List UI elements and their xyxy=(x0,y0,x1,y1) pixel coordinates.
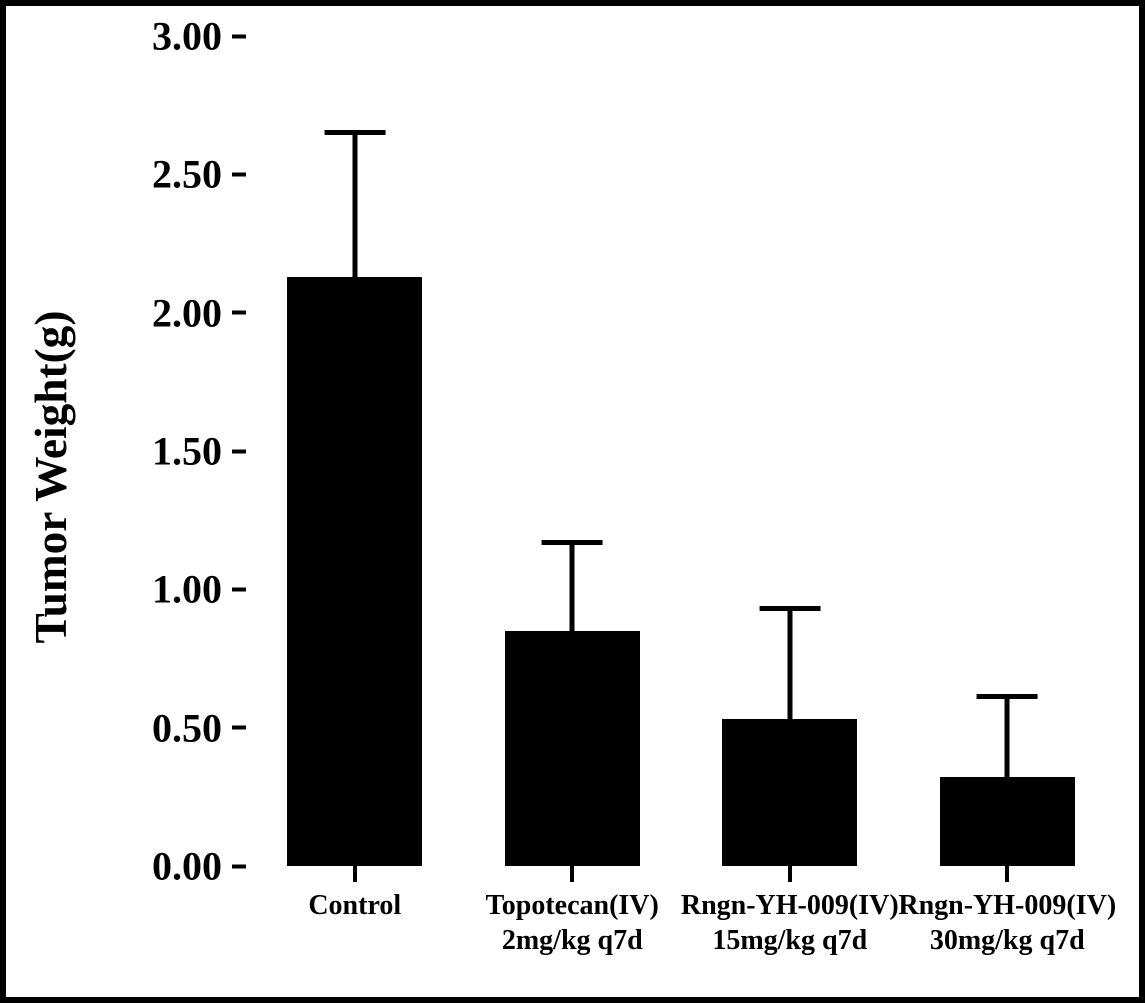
y-tick-mark xyxy=(232,587,246,591)
bar-topotecan xyxy=(505,631,640,866)
x-tick-mark xyxy=(353,866,357,882)
bars-layer xyxy=(246,36,1116,866)
y-tick-mark xyxy=(232,34,246,38)
y-tick-mark xyxy=(232,726,246,730)
x-tick-mark xyxy=(788,866,792,882)
x-label-topotecan: Topotecan(IV)2mg/kg q7d xyxy=(486,888,659,958)
x-label-line: Rngn-YH-009(IV) xyxy=(898,888,1116,923)
y-tick: 1.00 xyxy=(152,566,246,613)
y-tick-label: 0.50 xyxy=(152,704,222,751)
error-stem xyxy=(1005,694,1010,777)
error-stem xyxy=(352,130,357,277)
x-tick-mark xyxy=(570,866,574,882)
error-stem xyxy=(570,540,575,631)
x-label-line: 30mg/kg q7d xyxy=(898,923,1116,958)
error-cap xyxy=(759,606,820,611)
x-label-rngn-15: Rngn-YH-009(IV)15mg/kg q7d xyxy=(681,888,899,958)
error-cap xyxy=(977,694,1038,699)
bar-rngn-15 xyxy=(722,719,857,866)
x-label-line: 15mg/kg q7d xyxy=(681,923,899,958)
y-tick-label: 1.50 xyxy=(152,428,222,475)
y-tick-mark xyxy=(232,449,246,453)
x-label-rngn-30: Rngn-YH-009(IV)30mg/kg q7d xyxy=(898,888,1116,958)
x-label-line: Control xyxy=(308,888,401,923)
y-tick-mark xyxy=(232,864,246,868)
x-label-line: Topotecan(IV) xyxy=(486,888,659,923)
y-tick-label: 0.00 xyxy=(152,843,222,890)
y-tick: 2.00 xyxy=(152,289,246,336)
x-label-line: 2mg/kg q7d xyxy=(486,923,659,958)
bar-rngn-30 xyxy=(940,777,1075,866)
x-label-line: Rngn-YH-009(IV) xyxy=(681,888,899,923)
y-tick-mark xyxy=(232,311,246,315)
y-tick-mark xyxy=(232,172,246,176)
y-tick: 1.50 xyxy=(152,428,246,475)
y-axis-title: Tumor Weight(g) xyxy=(25,62,77,892)
y-tick: 0.50 xyxy=(152,704,246,751)
error-stem xyxy=(787,606,792,719)
bar-control xyxy=(287,277,422,866)
y-tick-label: 2.50 xyxy=(152,151,222,198)
error-cap xyxy=(324,130,385,135)
y-tick: 2.50 xyxy=(152,151,246,198)
x-tick-mark xyxy=(1005,866,1009,882)
plot-area: Tumor Weight(g) 0.000.501.001.502.002.50… xyxy=(246,36,1116,866)
x-label-control: Control xyxy=(308,888,401,923)
y-tick-label: 1.00 xyxy=(152,566,222,613)
y-tick-label: 3.00 xyxy=(152,13,222,60)
y-tick: 0.00 xyxy=(152,843,246,890)
y-tick: 3.00 xyxy=(152,13,246,60)
figure-frame: Tumor Weight(g) 0.00 0.50 1.00 1.50 2.00 2.50… xyxy=(0,0,1145,1003)
error-cap xyxy=(542,540,603,545)
y-tick-label: 2.00 xyxy=(152,289,222,336)
